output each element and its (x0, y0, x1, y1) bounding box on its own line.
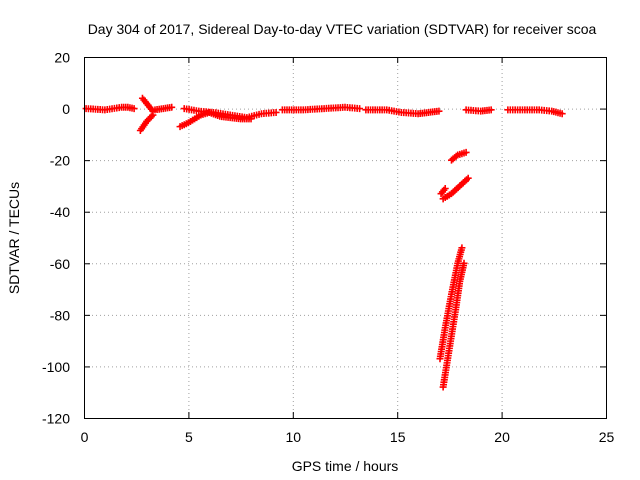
x-tick-label: 15 (390, 429, 406, 445)
data-segment-3 (151, 103, 176, 114)
x-tick-label: 5 (185, 429, 193, 445)
data-segment-2 (138, 94, 157, 115)
data-segment-10 (437, 185, 449, 198)
data-segment-12 (447, 148, 470, 164)
y-tick-label: -100 (42, 359, 70, 375)
y-tick-label: -120 (42, 411, 70, 427)
x-axis-label: GPS time / hours (292, 458, 399, 474)
x-tick-label: 20 (494, 429, 510, 445)
data-segment-9 (504, 106, 566, 118)
data-segment-1 (136, 111, 157, 134)
data-segment-5 (180, 105, 280, 122)
data-segment-11 (439, 174, 472, 203)
chart-title: Day 304 of 2017, Sidereal Day-to-day VTE… (88, 21, 597, 37)
data-segment-7 (362, 106, 443, 118)
x-tick-label: 10 (286, 429, 302, 445)
y-tick-label: -40 (50, 204, 70, 220)
x-tick-label: 0 (81, 429, 89, 445)
data-segment-8 (462, 106, 495, 115)
y-axis-label: SDTVAR / TECUs (6, 182, 22, 294)
x-tick-label: 25 (599, 429, 615, 445)
data-segment-13 (436, 244, 466, 363)
data-segment-14 (439, 259, 468, 391)
data-series (82, 94, 566, 391)
y-tick-label: -60 (50, 256, 70, 272)
data-segment-0 (82, 103, 138, 114)
plot-frame (84, 57, 607, 419)
data-segment-6 (278, 103, 364, 114)
y-tick-label: 0 (62, 101, 70, 117)
y-tick-label: -20 (50, 153, 70, 169)
tick-labels: 0 5 10 15 20 25 20 0 -20 -40 -60 -80 -100 -120 (42, 50, 615, 446)
y-tick-label: 20 (54, 50, 70, 66)
y-tick-label: -80 (50, 307, 70, 323)
